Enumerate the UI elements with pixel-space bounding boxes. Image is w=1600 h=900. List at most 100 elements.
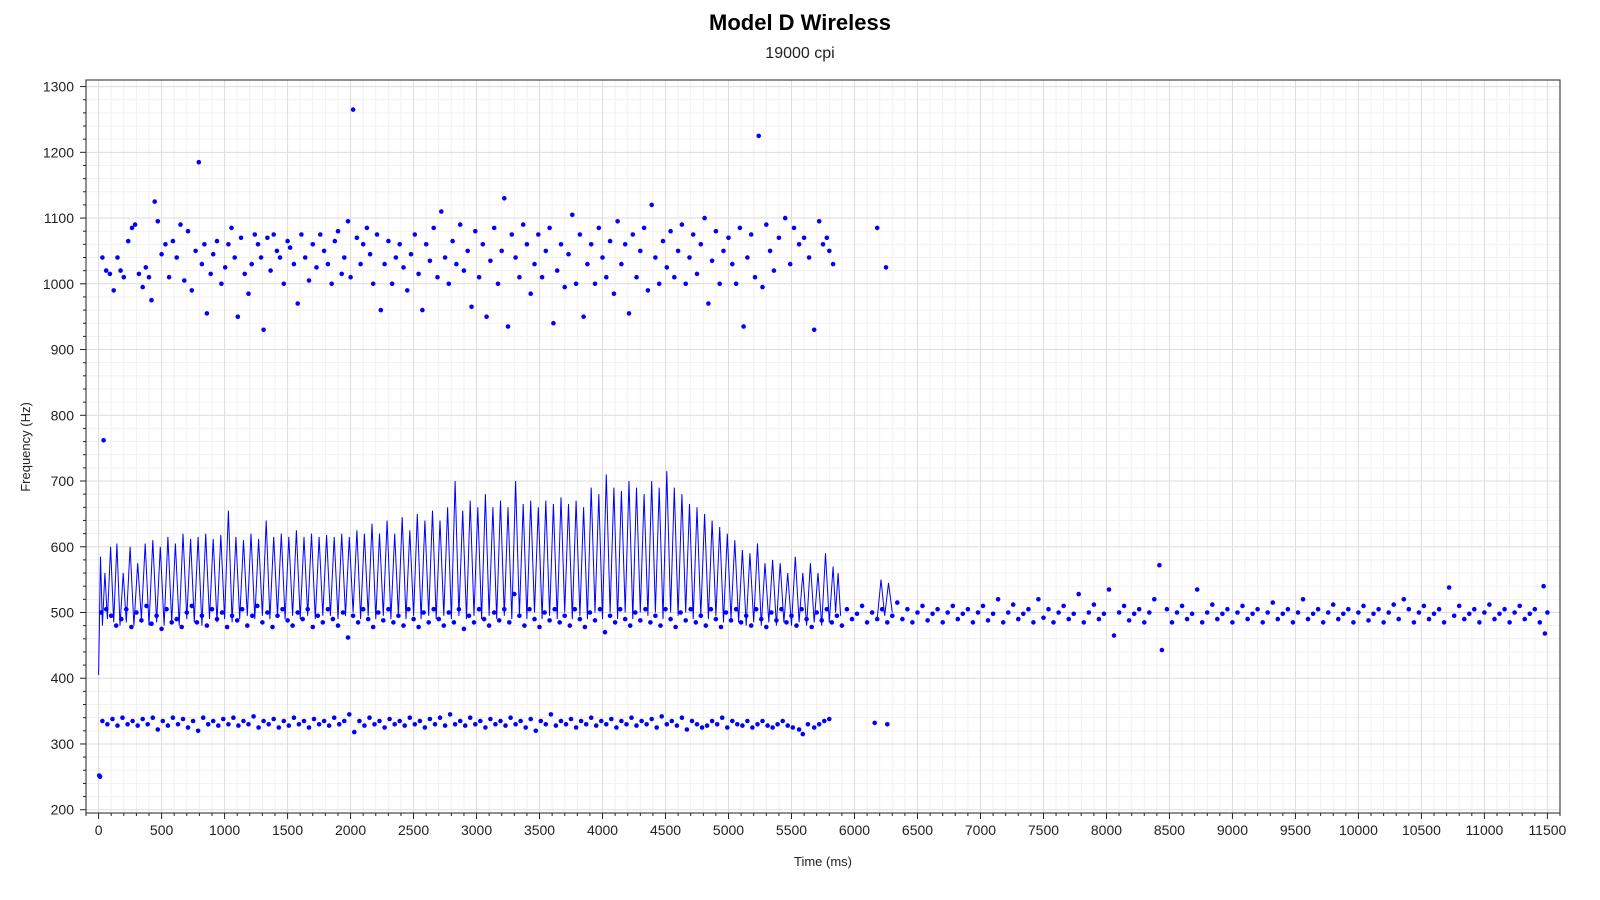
data-point [193, 248, 198, 254]
y-axis-label: Frequency (Hz) [18, 402, 33, 492]
data-point [232, 255, 237, 260]
data-point [1361, 603, 1366, 609]
data-point [527, 606, 532, 612]
data-point [452, 722, 458, 727]
data-point [543, 722, 549, 727]
data-point [364, 225, 370, 231]
data-point [1210, 602, 1215, 607]
data-point [335, 623, 341, 628]
data-point [538, 718, 544, 724]
data-point [159, 626, 164, 632]
x-tick-label: 5500 [776, 822, 807, 838]
data-point [275, 613, 280, 619]
data-point [638, 618, 643, 623]
data-point [622, 242, 628, 247]
data-point [481, 616, 487, 622]
data-point [488, 716, 493, 722]
data-point [332, 238, 338, 244]
data-point [805, 722, 811, 727]
data-point [748, 623, 754, 628]
data-point [796, 242, 802, 247]
data-point [885, 620, 890, 625]
data-point [508, 715, 513, 720]
data-point [706, 301, 711, 306]
y-tick-label: 1100 [44, 210, 74, 226]
data-point [226, 722, 231, 727]
data-point [214, 616, 220, 622]
data-point [362, 723, 367, 728]
data-point [391, 620, 396, 625]
data-point [216, 723, 221, 728]
data-point [801, 235, 807, 241]
data-point [101, 438, 106, 443]
data-point [945, 610, 950, 615]
data-point [421, 610, 426, 615]
data-point [708, 606, 714, 612]
data-point [246, 722, 251, 727]
data-point [281, 281, 287, 287]
data-point [816, 722, 822, 727]
data-point [822, 718, 827, 724]
data-point [1199, 620, 1205, 625]
data-point [523, 725, 528, 730]
chart-subtitle: 19000 cpi [765, 45, 835, 62]
data-point [326, 723, 332, 728]
data-point [295, 301, 301, 306]
data-point [348, 274, 353, 280]
x-tick-label: 7000 [965, 822, 996, 838]
data-point [1131, 611, 1137, 617]
data-point [412, 232, 418, 237]
data-point [726, 235, 731, 241]
data-point [578, 718, 584, 724]
data-point [290, 623, 295, 628]
data-point [811, 725, 817, 730]
data-point [175, 722, 181, 727]
data-point [100, 718, 105, 724]
y-tick-label: 300 [51, 736, 75, 752]
data-point [609, 716, 614, 722]
data-point [756, 133, 761, 139]
data-point [163, 242, 168, 247]
data-point [641, 225, 647, 231]
data-point [1477, 620, 1482, 625]
data-point [441, 623, 447, 628]
data-point [764, 222, 769, 227]
data-point [782, 215, 788, 221]
data-point [446, 610, 452, 615]
data-point [336, 722, 342, 727]
data-point [599, 718, 604, 724]
data-point [811, 327, 817, 333]
data-point [221, 716, 226, 722]
x-tick-label: 6500 [902, 822, 933, 838]
data-point [204, 311, 210, 316]
data-point [496, 618, 502, 623]
data-point [619, 718, 624, 724]
data-point [387, 716, 392, 722]
data-point [159, 251, 164, 257]
data-point [451, 620, 457, 625]
data-point [704, 723, 710, 728]
data-point [423, 242, 429, 247]
x-tick-label: 2000 [335, 822, 366, 838]
data-point [839, 623, 845, 628]
data-point [483, 725, 488, 730]
data-point [111, 288, 116, 293]
data-point [687, 255, 692, 260]
data-point [970, 620, 976, 625]
data-point [1290, 620, 1296, 625]
data-point [745, 718, 750, 724]
data-point [103, 606, 109, 612]
data-point [1421, 603, 1427, 609]
data-point [305, 606, 311, 612]
data-point [683, 618, 688, 623]
data-point [1285, 606, 1291, 612]
data-point [784, 620, 789, 625]
data-point [190, 718, 196, 724]
data-point [473, 228, 478, 234]
data-point [814, 610, 819, 615]
data-point [1441, 620, 1447, 625]
data-point [771, 268, 777, 273]
data-point [1492, 616, 1497, 622]
data-point [563, 722, 569, 727]
